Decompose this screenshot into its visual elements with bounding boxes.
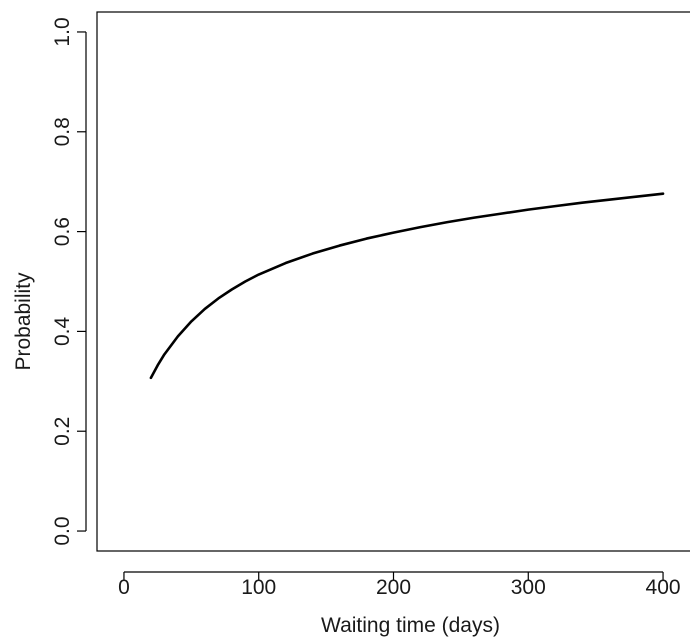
y-tick-label: 1.0 (51, 17, 74, 46)
x-axis: 0 100 200 300 400 (118, 571, 681, 599)
y-tick-label: 0.4 (51, 316, 74, 346)
y-axis-title: Probability (12, 272, 35, 371)
series-line (149, 192, 665, 380)
plot-frame (96, 11, 690, 552)
y-tick-label: 0.2 (51, 417, 74, 446)
y-tick-label: 0.0 (51, 516, 74, 545)
plot-area (96, 11, 690, 552)
x-tick-label: 100 (241, 576, 276, 599)
x-tick-label: 400 (646, 576, 681, 599)
x-tick-label: 200 (376, 576, 411, 599)
x-tick-label: 0 (118, 576, 130, 599)
y-tick-label: 0.6 (51, 217, 74, 246)
x-tick-label: 300 (511, 576, 546, 599)
series-group (149, 192, 665, 380)
y-axis: 0.0 0.2 0.4 0.6 0.8 1.0 (51, 17, 87, 546)
x-axis-title: Waiting time (days) (321, 614, 500, 637)
y-tick-label: 0.8 (51, 117, 74, 146)
